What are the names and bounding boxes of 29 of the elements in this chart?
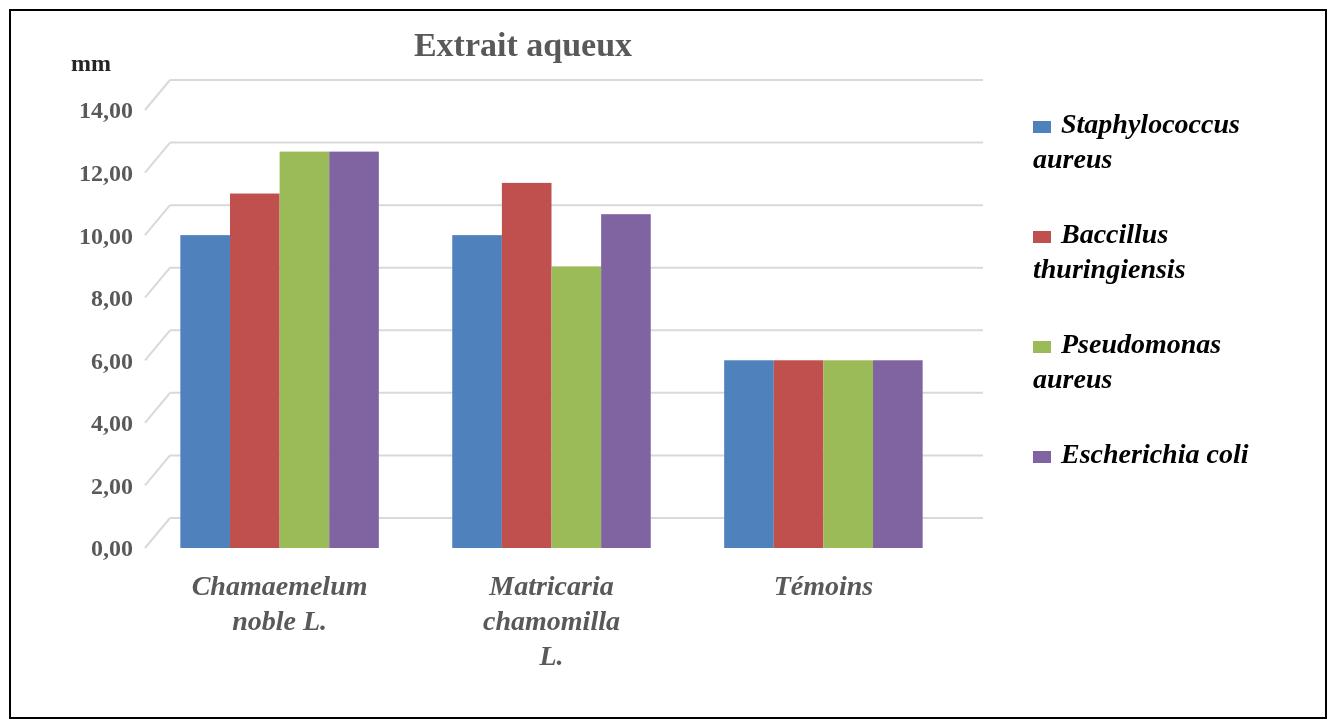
bar bbox=[279, 151, 330, 548]
bar bbox=[452, 235, 502, 548]
y-tick-label: 6,00 bbox=[91, 347, 133, 374]
bar bbox=[551, 266, 602, 548]
legend-label: Staphylococcus aureus bbox=[1033, 108, 1240, 174]
y-tick-label: 4,00 bbox=[91, 410, 133, 437]
y-tick-label: 0,00 bbox=[91, 535, 133, 562]
bar bbox=[773, 360, 824, 548]
chart-title: Extrait aqueux bbox=[413, 26, 633, 63]
y-tick-label: 8,00 bbox=[91, 285, 133, 312]
y-tick-label: 12,00 bbox=[79, 159, 133, 186]
bar bbox=[823, 360, 874, 548]
y-axis-title: mm bbox=[71, 50, 111, 76]
legend-label: Baccillus thuringiensis bbox=[1033, 218, 1186, 284]
bar bbox=[601, 214, 651, 548]
x-tick-label: Matricaria chamomilla L. bbox=[483, 570, 620, 671]
legend-label: Pseudomonas aureus bbox=[1033, 328, 1222, 394]
y-tick-label: 2,00 bbox=[91, 472, 133, 499]
y-tick-label: 10,00 bbox=[79, 222, 133, 249]
bar bbox=[329, 151, 379, 548]
bar bbox=[229, 193, 280, 548]
x-tick-label: Témoins bbox=[773, 570, 874, 601]
x-tick-label: Chamaemelum noble L. bbox=[191, 570, 368, 636]
bar bbox=[180, 235, 230, 548]
bar bbox=[873, 360, 923, 548]
legend-label: Escherichia coli bbox=[1060, 438, 1249, 469]
y-tick-label: 14,00 bbox=[79, 97, 133, 124]
bar bbox=[724, 360, 774, 548]
bar bbox=[501, 182, 552, 548]
